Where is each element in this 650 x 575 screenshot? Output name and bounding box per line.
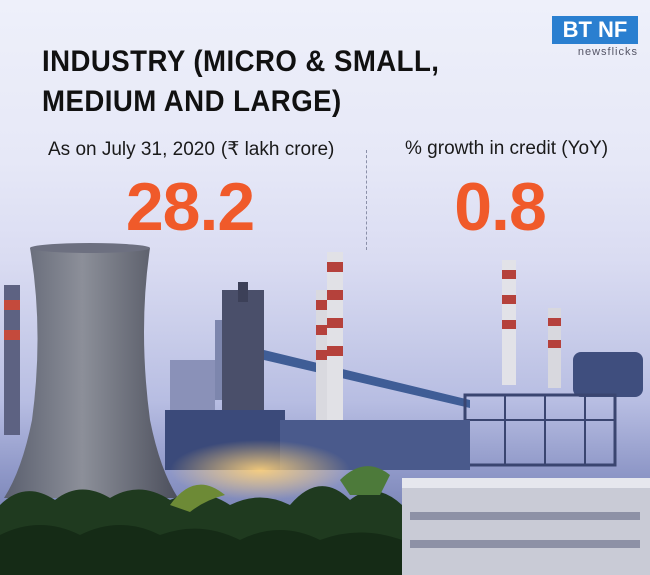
divider (366, 150, 367, 250)
stat-right-value: 0.8 (454, 169, 547, 245)
storage-tanks (573, 352, 643, 397)
cooling-tower (4, 248, 178, 498)
light-glow (170, 440, 350, 500)
left-chimney (4, 285, 20, 435)
steel-frame (463, 393, 617, 467)
white-building (402, 478, 650, 575)
conveyor-belt (264, 350, 470, 408)
stat-left-label: As on July 31, 2020 (₹ lakh crore) (48, 138, 334, 161)
stat-left-date: As on July 31, 2020 (48, 139, 215, 160)
logo-mark: BT NF (552, 16, 638, 44)
stat-right-label: % growth in credit (YoY) (405, 138, 609, 159)
stat-left-value: 28.2 (125, 169, 255, 245)
stat-left-unit: (₹ lakh crore) (220, 139, 335, 160)
page-title: INDUSTRY (MICRO & SMALL, MEDIUM AND LARG… (42, 45, 440, 118)
logo-subtitle: newsflicks (577, 46, 638, 58)
brand-logo: BT NF newsflicks (552, 16, 638, 58)
